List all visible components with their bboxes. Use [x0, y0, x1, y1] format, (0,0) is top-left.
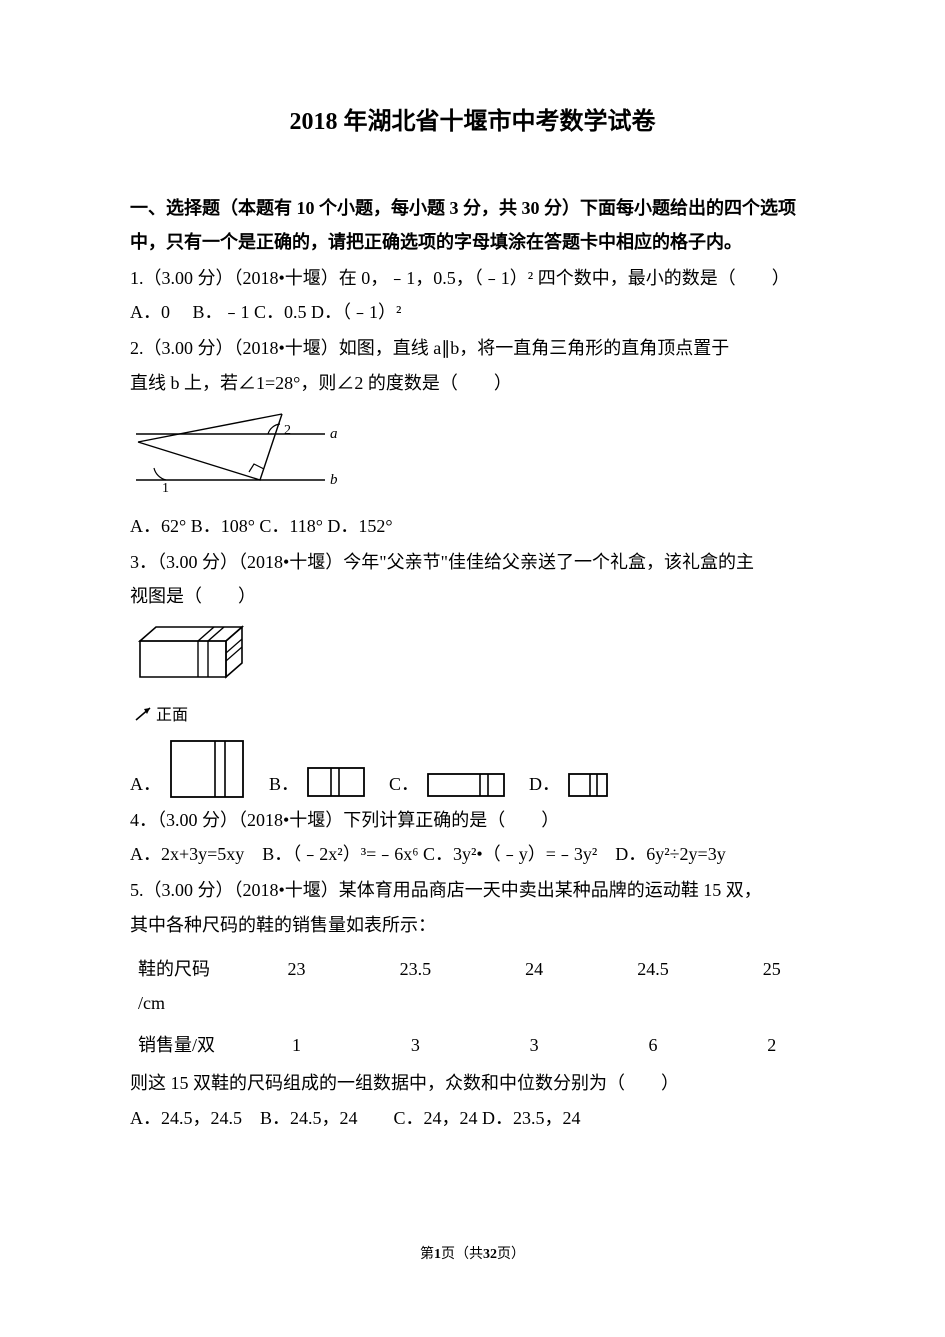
q2-label-2: 2 [284, 423, 291, 438]
q3-opt-a-label: A． [130, 767, 161, 801]
q4-options: A．2x+3y=5xy B．（﹣2x²）³=﹣6x⁶ C．3y²•（﹣y）=﹣3… [130, 837, 815, 871]
footer-prefix: 第 [420, 1247, 434, 1262]
q5-h-25: 25 [729, 948, 815, 1024]
footer-suffix: 页） [497, 1247, 525, 1262]
q3-stem-2: 视图是（ ） [130, 579, 815, 613]
q2-stem-2: 直线 b 上，若∠1=28°，则∠2 的度数是（ ） [130, 366, 815, 400]
question-5: 5.（3.00 分）（2018•十堰）某体育用品商店一天中卖出某种品牌的运动鞋 … [130, 873, 815, 1134]
question-2: 2.（3.00 分）（2018•十堰）如图，直线 a∥b，将一直角三角形的直角顶… [130, 331, 815, 543]
q1-stem: 1.（3.00 分）（2018•十堰）在 0，﹣1，0.5，（﹣1）² 四个数中… [130, 261, 815, 295]
q2-label-1: 1 [162, 481, 169, 496]
section-1-heading: 一、选择题（本题有 10 个小题，每小题 3 分，共 30 分）下面每小题给出的… [130, 191, 815, 259]
q5-after: 则这 15 双鞋的尺码组成的一组数据中，众数和中位数分别为（ ） [130, 1066, 815, 1100]
q2-options: A．62° B．108° C．118° D．152° [130, 509, 815, 543]
q5-h1-l1: 鞋的尺码 [138, 959, 210, 979]
q2-figure: a b 1 2 [130, 406, 815, 507]
q5-options: A．24.5，24.5 B．24.5，24 C．24，24 D．23.5，24 [130, 1101, 815, 1135]
q3-option-a: A． [130, 737, 249, 801]
page-footer: 第1页（共32页） [130, 1242, 815, 1269]
q5-s-2: 3 [340, 1024, 491, 1066]
q2-label-b: b [330, 472, 338, 488]
q3-stem-1: 3．（3.00 分）（2018•十堰）今年"父亲节"佳佳给父亲送了一个礼盒，该礼… [130, 545, 815, 579]
question-3: 3．（3.00 分）（2018•十堰）今年"父亲节"佳佳给父亲送了一个礼盒，该礼… [130, 545, 815, 801]
q3-option-b: B． [269, 765, 369, 801]
q5-h-23: 23 [253, 948, 339, 1024]
q3-option-d: D． [529, 767, 612, 801]
q2-stem-1: 2.（3.00 分）（2018•十堰）如图，直线 a∥b，将一直角三角形的直角顶… [130, 331, 815, 365]
q5-h-245: 24.5 [577, 948, 728, 1024]
q5-h-24: 24 [491, 948, 577, 1024]
q5-stem-2: 其中各种尺码的鞋的销售量如表所示： [130, 908, 815, 942]
footer-total: 32 [483, 1247, 497, 1262]
q5-s-5: 2 [729, 1024, 815, 1066]
q3-option-c: C． [389, 767, 509, 801]
q4-stem: 4．（3.00 分）（2018•十堰）下列计算正确的是（ ） [130, 803, 815, 837]
footer-mid: 页（共 [441, 1247, 483, 1262]
q5-h1-l2: /cm [138, 993, 165, 1013]
q5-h1: 鞋的尺码 /cm [130, 948, 253, 1024]
question-1: 1.（3.00 分）（2018•十堰）在 0，﹣1，0.5，（﹣1）² 四个数中… [130, 261, 815, 329]
q5-table: 鞋的尺码 /cm 23 23.5 24 24.5 25 销售量/双 1 3 3 … [130, 948, 815, 1067]
q5-table-row-2: 销售量/双 1 3 3 6 2 [130, 1024, 815, 1066]
q5-row2-label: 销售量/双 [130, 1024, 253, 1066]
question-4: 4．（3.00 分）（2018•十堰）下列计算正确的是（ ） A．2x+3y=5… [130, 803, 815, 871]
q5-h-235: 23.5 [340, 948, 491, 1024]
q3-options: A． B． C． D． [130, 737, 815, 801]
q1-options: A．0 B．﹣1 C．0.5 D．（﹣1）² [130, 295, 815, 329]
page-title: 2018 年湖北省十堰市中考数学试卷 [130, 100, 815, 146]
q3-opt-c-label: C． [389, 767, 419, 801]
q5-table-row-1: 鞋的尺码 /cm 23 23.5 24 24.5 25 [130, 948, 815, 1024]
q5-s-3: 3 [491, 1024, 577, 1066]
q3-opt-b-label: B． [269, 767, 299, 801]
q3-3d-figure [130, 619, 815, 700]
q2-label-a: a [330, 426, 338, 442]
q3-front-label: 正面 [156, 701, 188, 731]
footer-page: 1 [434, 1247, 441, 1262]
q3-opt-d-label: D． [529, 767, 560, 801]
q5-s-1: 1 [253, 1024, 339, 1066]
q5-s-4: 6 [577, 1024, 728, 1066]
q5-stem-1: 5.（3.00 分）（2018•十堰）某体育用品商店一天中卖出某种品牌的运动鞋 … [130, 873, 815, 907]
q3-front-indicator: 正面 [130, 703, 815, 731]
